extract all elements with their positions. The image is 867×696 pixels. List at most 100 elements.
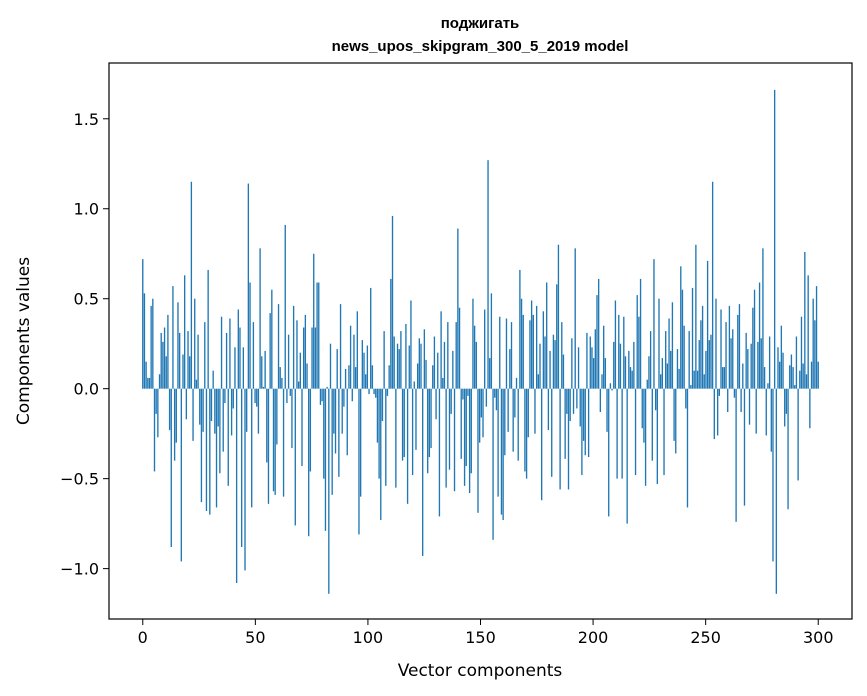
bar-163	[415, 388, 417, 450]
bar-190	[460, 388, 462, 459]
bar-383	[784, 388, 786, 427]
bar-344	[718, 388, 721, 396]
bar-35	[200, 388, 203, 503]
bar-12	[162, 341, 164, 389]
bar-47	[220, 316, 223, 389]
bar-10	[158, 374, 161, 389]
bar-105	[318, 282, 320, 389]
bar-377	[773, 89, 776, 389]
bar-351	[730, 338, 732, 389]
bar-78	[272, 388, 275, 492]
bar-125	[351, 388, 353, 402]
bar-68	[256, 388, 258, 407]
bar-110	[326, 386, 328, 389]
bar-141	[378, 388, 380, 479]
bar-245	[552, 334, 555, 389]
bar-393	[800, 316, 803, 389]
bar-44	[215, 388, 218, 508]
y-tick-label: 0.0	[74, 380, 99, 399]
bar-104	[316, 282, 318, 389]
bar-160	[410, 300, 412, 389]
bar-4	[148, 377, 151, 389]
bar-87	[287, 334, 290, 389]
bar-151	[395, 388, 397, 488]
bar-187	[455, 322, 457, 389]
bar-199	[475, 341, 477, 389]
bar-101	[311, 327, 313, 389]
bar-381	[780, 325, 783, 389]
bar-275	[603, 325, 605, 389]
bar-26	[185, 388, 188, 420]
bar-379	[777, 347, 779, 389]
bar-159	[408, 345, 410, 389]
bar-214	[500, 388, 503, 515]
bar-117	[338, 388, 340, 477]
bar-66	[252, 322, 255, 389]
bar-231	[529, 320, 531, 389]
bar-323	[683, 325, 685, 389]
bar-116	[336, 349, 338, 389]
bar-88	[289, 388, 291, 396]
bar-261	[579, 388, 581, 427]
bar-153	[398, 349, 400, 389]
bar-156	[403, 388, 405, 458]
bar-161	[411, 388, 414, 476]
bar-365	[753, 289, 756, 389]
bar-28	[189, 356, 191, 389]
bar-3	[147, 377, 149, 389]
bar-271	[596, 295, 598, 389]
bar-177	[438, 388, 441, 517]
bar-380	[779, 361, 781, 389]
bar-157	[405, 323, 407, 389]
bar-396	[805, 374, 808, 389]
bar-360	[745, 332, 747, 389]
bar-253	[566, 388, 568, 414]
bar-90	[292, 305, 295, 389]
bar-94	[299, 352, 301, 389]
bar-149	[391, 215, 394, 389]
bar-363	[750, 343, 752, 389]
bar-166	[420, 343, 422, 389]
bar-247	[556, 284, 558, 389]
bar-268	[591, 347, 593, 389]
bar-185	[452, 350, 454, 389]
bar-16	[168, 388, 171, 431]
x-tick-label: 0	[138, 628, 148, 647]
bar-239	[542, 311, 545, 389]
bar-203	[482, 388, 484, 438]
bar-221	[512, 388, 514, 452]
bar-138	[373, 388, 375, 395]
bar-288	[624, 356, 627, 389]
bar-15	[167, 314, 169, 389]
bar-265	[586, 332, 588, 389]
bar-224	[517, 388, 519, 461]
bar-146	[386, 388, 389, 396]
bar-370	[762, 248, 764, 389]
bar-18	[172, 286, 174, 389]
bar-93	[297, 381, 300, 389]
bar-241	[546, 282, 548, 389]
bar-251	[562, 354, 565, 389]
bar-39	[207, 269, 209, 389]
bar-338	[708, 340, 710, 389]
bar-71	[261, 356, 263, 389]
bar-355	[737, 314, 739, 389]
bar-204	[484, 309, 486, 389]
bar-140	[376, 388, 379, 443]
bar-399	[810, 361, 813, 389]
x-tick-label: 300	[803, 628, 834, 647]
bar-292	[631, 370, 633, 389]
bar-197	[472, 298, 474, 389]
bar-341	[713, 388, 715, 440]
bar-9	[157, 388, 159, 438]
bar-119	[341, 388, 343, 434]
bar-269	[592, 358, 595, 389]
x-tick-label: 250	[690, 628, 721, 647]
bar-24	[182, 354, 184, 389]
bar-208	[490, 293, 493, 389]
bar-180	[443, 341, 446, 389]
bar-162	[413, 381, 415, 389]
x-tick-label: 50	[245, 628, 265, 647]
bar-85	[284, 224, 286, 389]
bar-62	[246, 388, 248, 432]
